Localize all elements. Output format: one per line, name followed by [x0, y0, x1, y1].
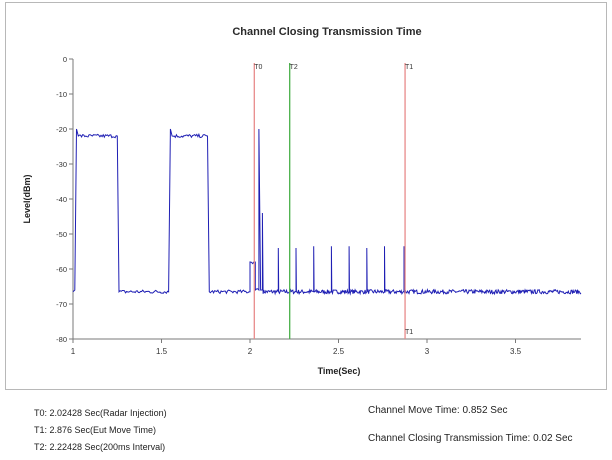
signal-trace — [72, 128, 582, 296]
y-tick-label: -40 — [56, 195, 67, 204]
x-tick-label: 3 — [425, 347, 430, 356]
x-tick-label: 2.5 — [333, 347, 345, 356]
marker-label-t1: T1 — [405, 64, 413, 71]
chart-panel: Channel Closing Transmission Time 0 -10 -20… — [5, 2, 607, 390]
y-tick-label: -20 — [56, 125, 67, 134]
note-t0: T0: 2.02428 Sec(Radar Injection) — [34, 408, 167, 418]
note-t2: T2: 2.22428 Sec(200ms Interval) — [34, 442, 166, 452]
note-channel-move-time: Channel Move Time: 0.852 Sec — [368, 405, 508, 416]
note-closing-transmission-time: Channel Closing Transmission Time: 0.02 … — [368, 433, 573, 444]
x-axis-label: Time(Sec) — [318, 366, 361, 376]
y-tick-label: -80 — [56, 335, 67, 344]
y-tick-label: -70 — [56, 300, 67, 309]
marker-label-t2: T2 — [290, 64, 298, 71]
y-tick-label: -10 — [56, 90, 67, 99]
x-tick-label: 1 — [71, 347, 76, 356]
y-tick-label: -50 — [56, 230, 67, 239]
marker-label-t0: T0 — [254, 64, 262, 71]
y-axis-label: Level(dBm) — [22, 174, 32, 223]
x-tick-label: 3.5 — [510, 347, 522, 356]
chart-title: Channel Closing Transmission Time — [232, 26, 421, 38]
note-t1: T1: 2.876 Sec(Eut Move Time) — [34, 425, 157, 435]
line-chart: Channel Closing Transmission Time 0 -10 -20… — [22, 26, 582, 376]
x-tick-label: 1.5 — [156, 347, 168, 356]
marker-bottom-label-t1: T1 — [405, 329, 413, 336]
y-tick-label: -30 — [56, 160, 67, 169]
y-tick-label: -60 — [56, 265, 67, 274]
x-tick-label: 2 — [248, 347, 253, 356]
y-tick-label: 0 — [63, 55, 67, 64]
